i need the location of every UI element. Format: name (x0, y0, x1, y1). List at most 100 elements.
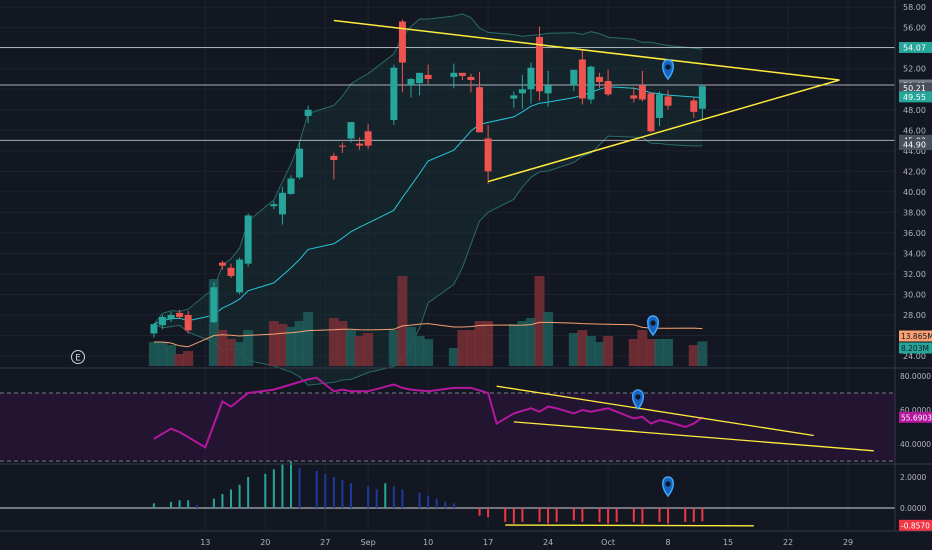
candle (544, 70, 552, 107)
candle-body (424, 74, 432, 79)
candle (210, 282, 218, 324)
price-level-badge-bg (899, 41, 932, 53)
histogram-axis-tick: 0.0000 (900, 504, 926, 513)
candle-body (210, 287, 218, 323)
candle-body (570, 69, 578, 86)
candle (518, 74, 526, 109)
histogram-pin-marker (662, 476, 674, 498)
candle (690, 97, 698, 118)
rsi-axis-tick: 40.0000 (900, 440, 931, 449)
rsi-trend-line-2 (513, 421, 874, 452)
candle-body (484, 138, 492, 172)
map-pin-hole (635, 394, 641, 400)
candle-body (278, 192, 286, 215)
moving-average-line (153, 86, 703, 325)
volume-bar (568, 333, 579, 366)
price-axis-tick: 28.00 (903, 311, 926, 320)
candle (424, 64, 432, 85)
candle-body (150, 324, 158, 334)
candle-body (518, 89, 526, 94)
candle-body (356, 143, 364, 146)
candle (184, 310, 192, 334)
candle (527, 62, 535, 104)
candle-body (458, 72, 466, 76)
volume-bar (423, 339, 434, 366)
volume-bar (388, 330, 399, 366)
candle-body (287, 178, 295, 194)
price-level-badge: 54.07 (899, 41, 932, 53)
volume-bar (654, 339, 665, 366)
volume-bar (328, 318, 339, 366)
volume-bar (397, 276, 408, 366)
candle-body (596, 76, 604, 83)
triangle-upper-line (333, 19, 840, 81)
rsi-line (153, 376, 703, 449)
volume-bar (405, 327, 416, 366)
candle-body (176, 312, 184, 318)
price-level-badge-text: 54.07 (903, 43, 926, 52)
time-axis-tick: 27 (320, 538, 330, 547)
price-axis-tick: 44.00 (903, 147, 926, 156)
candle (296, 141, 304, 180)
time-axis-tick: 22 (783, 538, 793, 547)
candle (536, 26, 544, 101)
candle-body (416, 72, 424, 84)
volume-bar (628, 339, 639, 366)
time-axis-tick: 8 (666, 538, 671, 547)
candle (510, 91, 518, 108)
candle-body (296, 148, 304, 178)
volume-bar (166, 345, 177, 366)
volume-bar (637, 330, 648, 366)
candle-body (184, 314, 192, 331)
volume-badge-text: 13.865M (901, 332, 932, 341)
volume-bar (645, 339, 656, 366)
price-level-badge-bg (899, 82, 932, 94)
histogram-trend-line (505, 524, 754, 527)
volume-bar (585, 336, 596, 366)
candle (570, 69, 578, 92)
volume-bar (157, 342, 168, 366)
earnings-marker-label: E (75, 354, 81, 364)
price-level-badge-text: 49.55 (903, 93, 926, 102)
volume-bar (483, 321, 494, 366)
candle-body (587, 66, 595, 100)
rsi-band-fill (0, 393, 895, 461)
candle-body (690, 100, 698, 112)
histogram-axis-tick: 2.0000 (900, 473, 926, 482)
candle-body (398, 21, 406, 63)
price-level-badge-bg (899, 91, 932, 103)
volume-bar (603, 336, 614, 366)
rsi-current-badge-bg (899, 411, 932, 423)
candle-body (638, 85, 646, 100)
volume-bar (268, 321, 279, 366)
volume-ma-line (153, 321, 703, 348)
candle-body (338, 145, 346, 147)
candle (338, 142, 346, 153)
bollinger-band-fill (153, 13, 703, 386)
volume-bar (414, 336, 425, 366)
candle-body (218, 262, 226, 266)
candle (398, 19, 406, 93)
map-pin-hole (665, 64, 671, 70)
candle-body (604, 81, 612, 95)
rsi-panel (0, 376, 895, 462)
price-level-badge: 49.55 (899, 91, 932, 103)
price-axis-tick: 30.00 (903, 290, 926, 299)
candle-body (544, 85, 552, 94)
volume-bar (577, 330, 588, 366)
candle (664, 90, 672, 110)
time-axis-tick: 15 (723, 538, 733, 547)
candle-body (304, 109, 312, 116)
price-axis-tick: 32.00 (903, 270, 926, 279)
candle (638, 70, 646, 102)
candle (416, 72, 424, 96)
price-axis-tick: 52.00 (903, 65, 926, 74)
candle-body (467, 76, 475, 81)
bollinger-upper-line (153, 13, 703, 325)
volume-bar (517, 321, 528, 366)
price-level-badge-bg (899, 139, 932, 151)
candle-body (578, 59, 586, 99)
candle-body (227, 267, 235, 276)
volume-bar (663, 339, 674, 366)
